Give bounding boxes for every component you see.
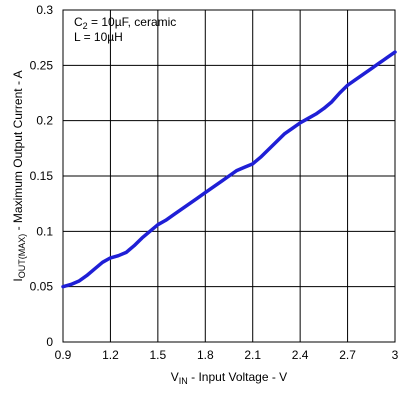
- y-tick-label: 0: [46, 335, 53, 349]
- x-tick-label: 2.4: [292, 348, 309, 362]
- x-tick-label: 2.1: [244, 348, 261, 362]
- x-tick-label: 3: [392, 348, 399, 362]
- y-axis-label: IOUT(MAX) - Maximum Output Current - A: [11, 70, 27, 281]
- plot-area-frame: [62, 9, 396, 343]
- y-tick-label: 0.25: [30, 58, 54, 72]
- y-tick-label: 0.1: [36, 224, 53, 238]
- x-tick-label: 0.9: [55, 348, 72, 362]
- x-tick-label: 1.2: [102, 348, 119, 362]
- y-tick-label: 0.2: [36, 114, 53, 128]
- series-line-0: [61, 50, 397, 289]
- y-tick-label: 0.05: [30, 280, 54, 294]
- x-tick-label: 1.5: [150, 348, 167, 362]
- x-tick-label: 2.7: [339, 348, 356, 362]
- annotation-capacitor: C2 = 10µF, ceramic: [74, 15, 176, 31]
- y-tick-label: 0.15: [30, 169, 54, 183]
- y-tick-label: 0.3: [36, 3, 53, 17]
- x-tick-label: 1.8: [197, 348, 214, 362]
- x-axis-label: VIN - Input Voltage - V: [171, 370, 287, 386]
- annotation-inductor: L = 10µH: [74, 30, 123, 44]
